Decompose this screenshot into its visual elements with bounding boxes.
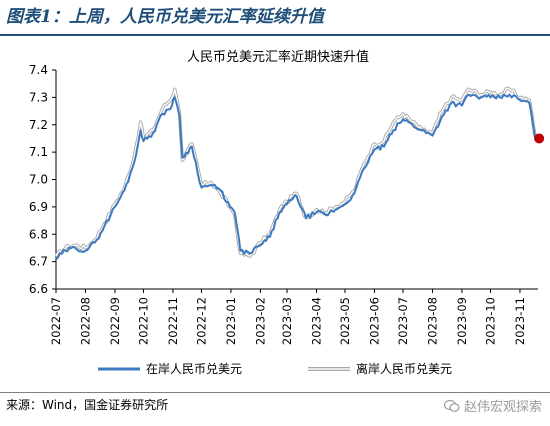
- y-tick-label: 6.6: [29, 282, 48, 296]
- watermark-text: 赵伟宏观探索: [463, 400, 542, 415]
- x-tick-label: 2023-06: [367, 297, 381, 345]
- y-tick-label: 6.7: [29, 255, 48, 269]
- x-tick-label: 2023-09: [455, 297, 469, 345]
- x-tick-label: 2023-01: [224, 297, 238, 345]
- series-line-offshore-inner: [55, 87, 536, 257]
- chart-title: 人民币兑美元汇率近期快速升值: [187, 49, 369, 65]
- latest-point-marker: [534, 133, 545, 144]
- footer-rule: [0, 392, 550, 393]
- x-tick-label: 2022-09: [108, 297, 122, 345]
- figure-title: 图表1：上周，人民币兑美元汇率延续升值: [6, 7, 324, 27]
- legend: 在岸人民币兑美元 离岸人民币兑美元: [98, 361, 452, 376]
- x-tick-label: 2023-05: [338, 297, 352, 345]
- line-chart: 人民币兑美元汇率近期快速升值 6.6 6.7 6.8 6.9 7.0 7.1 7.2 7.3 7…: [29, 49, 545, 376]
- legend-label-onshore: 在岸人民币兑美元: [146, 362, 242, 376]
- y-tick-label: 7.4: [29, 63, 48, 77]
- x-tick-label: 2022-10: [136, 297, 150, 345]
- x-tick-label: 2022-08: [78, 297, 92, 345]
- watermark: 赵伟宏观探索: [443, 396, 542, 415]
- source-note: 来源：Wind，国金证券研究所: [6, 398, 169, 412]
- x-tick-label: 2023-03: [280, 297, 294, 345]
- wechat-icon: [443, 399, 460, 412]
- series-line-offshore: [54, 86, 537, 258]
- y-tick-label: 7.2: [29, 118, 48, 132]
- legend-label-offshore: 离岸人民币兑美元: [356, 361, 452, 376]
- x-tick-label: 2023-10: [483, 297, 497, 345]
- y-tick-label: 7.3: [29, 90, 48, 104]
- y-tick-label: 6.9: [29, 200, 48, 214]
- x-tick-label: 2022-07: [49, 297, 63, 345]
- y-tick-label: 7.0: [29, 173, 48, 187]
- x-tick-label: 2023-02: [253, 297, 267, 345]
- x-tick-label: 2023-08: [425, 297, 439, 345]
- x-tick-label: 2023-04: [309, 297, 323, 345]
- y-tick-label: 7.1: [29, 145, 48, 159]
- x-tick-label: 2023-11: [513, 297, 527, 345]
- series-layer: [54, 86, 545, 260]
- header-rule: [0, 34, 550, 36]
- y-tick-label: 6.8: [29, 227, 48, 241]
- axes: 6.6 6.7 6.8 6.9 7.0 7.1 7.2 7.3 7.4 2022-07 2022-0…: [29, 63, 538, 345]
- x-tick-label: 2022-12: [194, 297, 208, 345]
- x-tick-label: 2022-11: [166, 297, 180, 345]
- x-tick-label: 2023-07: [396, 297, 410, 345]
- series-line-onshore: [55, 93, 537, 260]
